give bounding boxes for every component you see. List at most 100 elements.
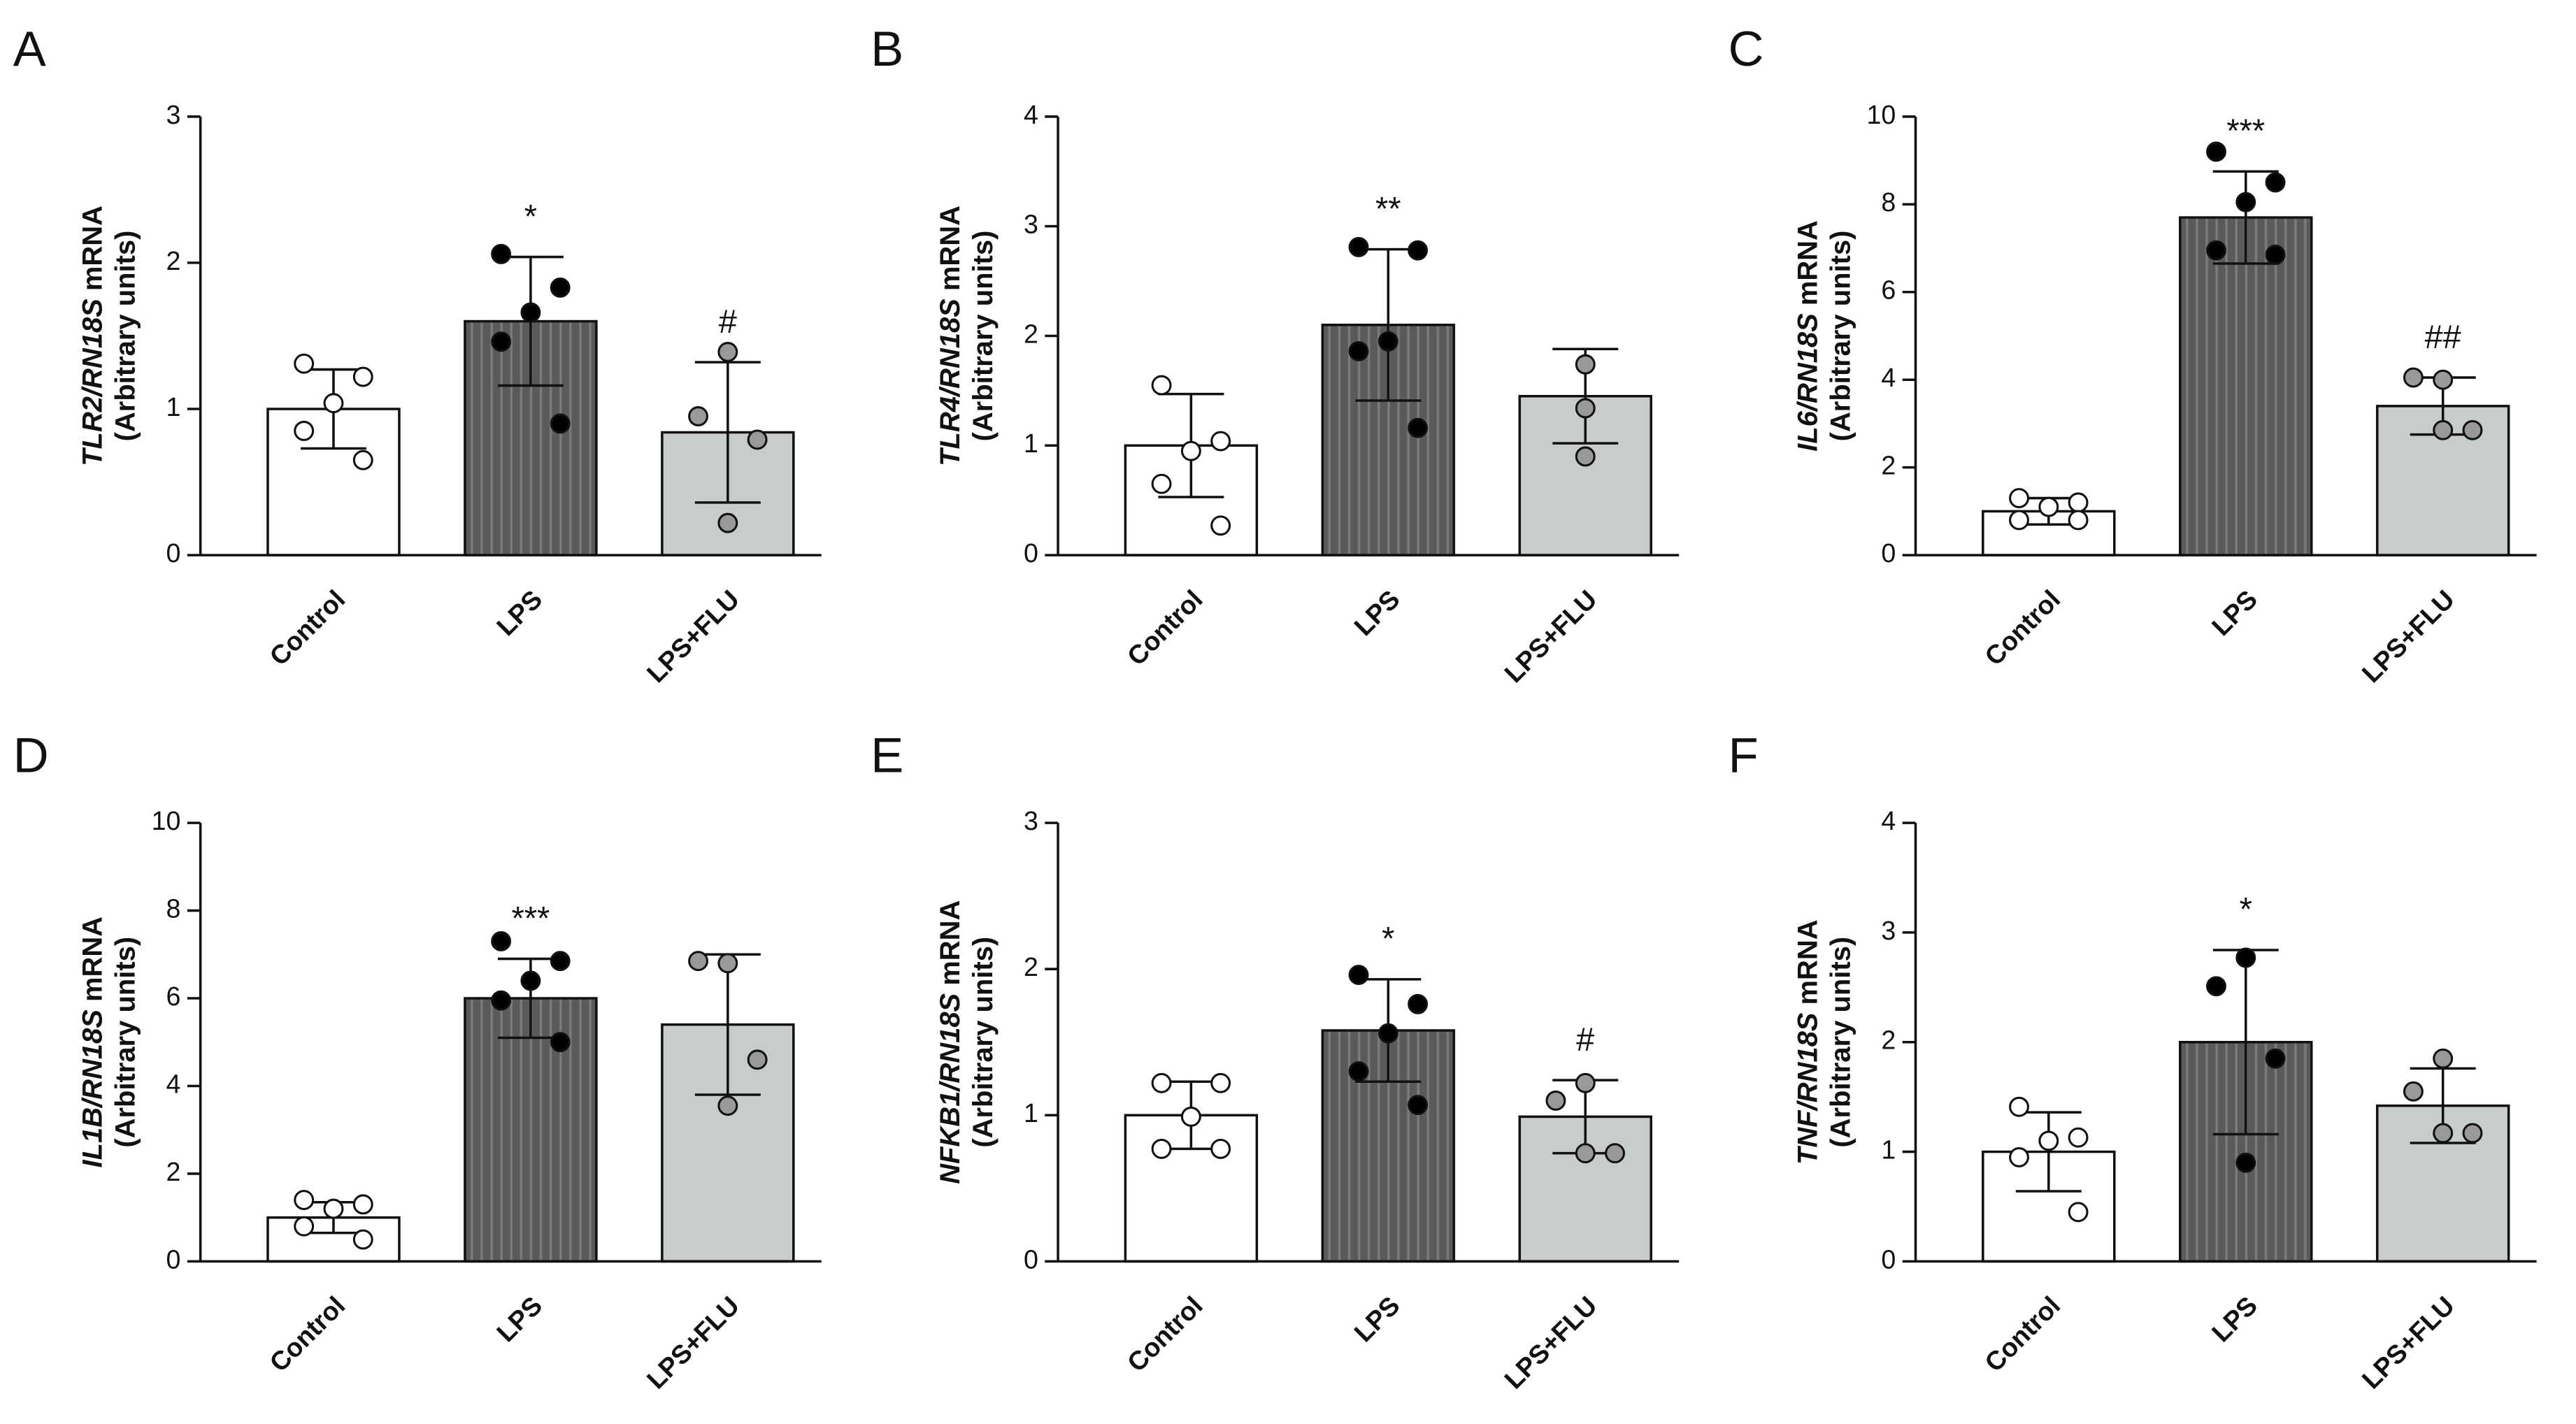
y-tick-label: 1 [166,392,181,422]
data-point [2038,496,2059,517]
y-tick-label: 4 [1881,363,1896,392]
y-tick-label: 6 [1881,275,1896,305]
significance: # [719,303,737,340]
x-tick-label: LPS+FLU [641,584,745,689]
data-point [2433,1123,2454,1144]
data-point [1575,446,1596,467]
y-axis-label-line2: (Arbitrary units) [968,231,999,442]
y-axis-label-gene: NFKB1/RN18S [935,993,966,1184]
x-tick-label: LPS+FLU [1498,584,1603,689]
y-tick-label: 2 [1024,319,1038,348]
data-point [352,1229,373,1250]
y-axis-label-line2: (Arbitrary units) [1826,937,1856,1148]
x-tick-label: LPS [1348,584,1405,641]
y-axis-label-gene: IL6/RN18S [1793,313,1824,452]
data-point [2068,510,2089,531]
y-tick-label: 0 [1024,538,1038,568]
y-axis-label: IL1B/RN18S mRNA [78,916,108,1168]
data-point [1180,1106,1201,1127]
data-point [1151,375,1172,396]
data-point [352,1194,373,1215]
y-axis-label-space [935,291,966,299]
data-point [550,951,571,972]
y-tick-label: 4 [1881,806,1896,835]
y-tick-label: 3 [1881,916,1896,945]
panel-letter: F [1729,727,1759,782]
data-point [1408,993,1429,1014]
data-point [688,406,708,426]
y-axis-label: TLR2/RN18S mRNA [78,206,108,466]
y-axis-label-suffix: mRNA [1793,220,1824,305]
y-tick-label: 0 [166,538,181,568]
y-tick-label: 1 [1881,1135,1896,1165]
data-point [2068,1127,2089,1148]
y-tick-label: 10 [1866,100,1896,129]
data-point [1408,417,1429,438]
data-point [747,429,768,450]
y-axis-label-suffix: mRNA [78,206,108,291]
data-point [352,366,373,387]
data-point [550,1032,571,1053]
data-point [294,1190,315,1211]
data-point [520,302,541,323]
significance: * [524,197,537,234]
data-point [1348,1061,1369,1082]
data-point [1151,1138,1172,1159]
data-point [717,342,738,362]
x-tick-label: LPS [2206,1290,2263,1347]
y-axis-label-space [1793,1005,1824,1012]
y-axis-label-line2: (Arbitrary units) [968,937,999,1148]
data-point [491,331,512,352]
y-tick-label: 3 [1024,806,1038,835]
data-point [491,990,512,1011]
panel-letter: C [1729,21,1764,76]
significance: ## [2425,318,2461,355]
significance: * [1382,920,1394,957]
y-tick-label: 1 [1024,429,1038,458]
y-tick-label: 3 [166,100,181,129]
significance: ** [1375,189,1401,226]
data-point [2206,240,2226,261]
data-point [1575,354,1596,375]
data-point [352,450,373,470]
data-point [1210,515,1231,536]
y-tick-label: 2 [1881,1026,1896,1055]
x-tick-label: LPS [491,1290,548,1347]
y-axis-label-suffix: mRNA [78,916,108,1002]
data-point [1151,1072,1172,1093]
y-axis-label: NFKB1/RN18S mRNA [935,900,966,1184]
significance: * [2240,891,2252,928]
data-point [1575,1143,1596,1164]
data-point [2235,192,2256,213]
y-axis-label-space [1793,305,1824,313]
x-tick-label: LPS [1348,1290,1405,1347]
y-axis-label-line2: (Arbitrary units) [110,937,141,1148]
data-point [2009,1146,2029,1167]
data-point [1378,331,1398,352]
data-point [2235,947,2256,968]
y-tick-label: 6 [166,981,181,1011]
data-point [323,393,344,414]
data-point [1605,1143,1625,1164]
y-tick-label: 3 [1024,210,1038,239]
data-point [2433,1048,2454,1069]
data-point [1378,1023,1398,1044]
y-axis-label-suffix: mRNA [935,900,966,986]
data-point [2433,419,2454,440]
y-tick-label: 0 [1881,1244,1896,1274]
data-point [717,953,738,974]
y-axis-label-space [935,986,966,993]
y-axis-label: TLR4/RN18S mRNA [935,206,966,466]
y-tick-label: 4 [166,1069,181,1098]
x-tick-label: Control [1979,584,2066,671]
data-point [550,413,571,434]
y-axis-label: TNF/RN18S mRNA [1793,919,1824,1165]
data-point [1210,431,1231,452]
y-axis-label-line2: (Arbitrary units) [1826,231,1856,442]
data-point [747,1049,768,1070]
y-axis-label-space [78,291,108,299]
x-tick-label: LPS+FLU [2356,584,2461,689]
data-point [323,1198,344,1219]
data-point [688,951,708,972]
